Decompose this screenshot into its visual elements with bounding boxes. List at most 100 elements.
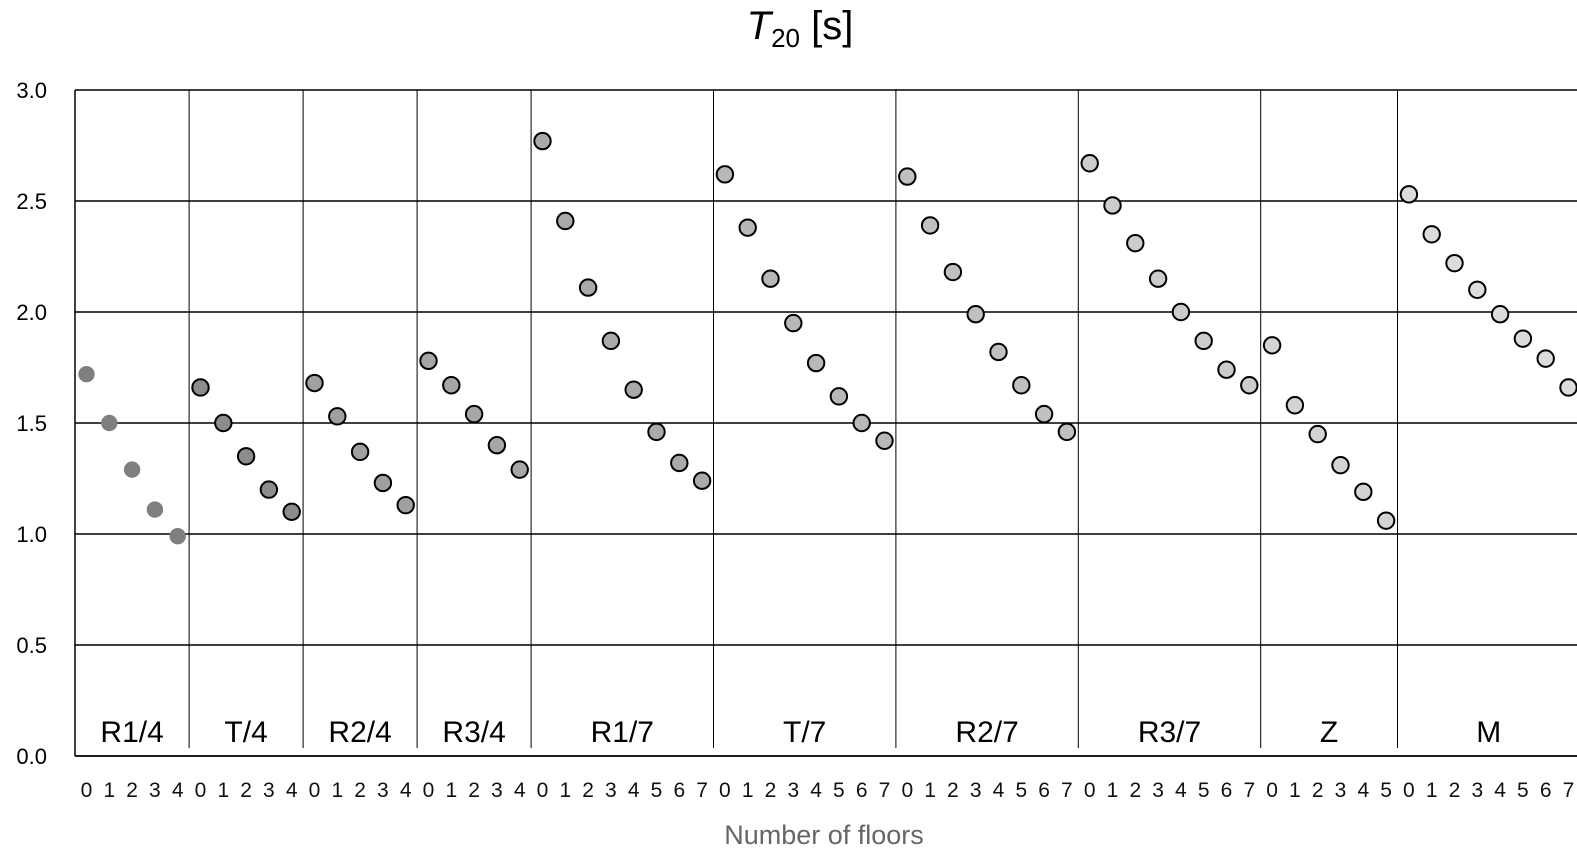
x-tick-label: 5 <box>1517 779 1529 802</box>
data-point <box>123 461 141 478</box>
x-tick-label: 4 <box>993 779 1005 802</box>
group-label: R3/4 <box>442 716 505 749</box>
x-tick-label: 2 <box>1312 779 1324 802</box>
data-point <box>943 262 963 282</box>
data-point <box>1240 376 1259 395</box>
data-point <box>1103 196 1122 215</box>
x-tick-label: 2 <box>468 779 480 802</box>
x-tick-label: 2 <box>947 779 959 802</box>
data-point <box>647 422 666 442</box>
data-point <box>146 501 164 518</box>
data-point <box>442 376 461 395</box>
data-point <box>236 447 256 466</box>
data-point <box>1171 302 1191 322</box>
x-tick-label: 7 <box>1061 779 1073 802</box>
data-point <box>624 380 643 399</box>
data-point <box>1217 360 1236 379</box>
data-point <box>989 342 1008 362</box>
data-point <box>601 331 621 351</box>
data-point <box>259 480 279 499</box>
x-tick-label: 3 <box>787 779 799 802</box>
x-tick-label: 6 <box>1038 779 1050 802</box>
x-tick-label: 7 <box>879 779 891 802</box>
data-point <box>510 460 529 479</box>
data-point <box>761 269 780 288</box>
x-tick-label: 4 <box>286 779 298 802</box>
x-tick-label: 1 <box>924 779 936 802</box>
x-tick-label: 3 <box>491 779 503 802</box>
y-axis-ticks: 0.0 0.5 1.0 1.5 2.0 2.5 3.0 <box>16 78 47 769</box>
x-tick-label: 0 <box>1266 779 1278 802</box>
x-tick-label: 0 <box>81 779 93 802</box>
x-tick-label: 2 <box>240 779 252 802</box>
x-axis-title: Number of floors <box>724 820 924 850</box>
x-tick-label: 0 <box>309 779 321 802</box>
data-point <box>78 365 95 383</box>
data-point <box>966 305 985 324</box>
group-label: M <box>1476 716 1501 749</box>
data-point <box>419 351 438 371</box>
x-tick-label: 5 <box>1198 779 1210 802</box>
x-tick-label: 0 <box>1403 779 1415 802</box>
x-tick-label: 7 <box>696 779 708 802</box>
data-point <box>1080 154 1099 173</box>
data-point <box>875 431 894 450</box>
x-tick-label: 1 <box>331 779 343 802</box>
data-point <box>898 167 917 186</box>
data-point <box>852 413 871 433</box>
x-tick-label: 1 <box>1107 779 1119 802</box>
x-tick-label: 6 <box>673 779 685 802</box>
x-tick-label: 2 <box>765 779 777 802</box>
y-tick-label: 3.0 <box>16 78 47 103</box>
x-tick-label: 5 <box>1380 779 1392 802</box>
data-point <box>169 528 186 545</box>
x-tick-label: 5 <box>651 779 663 802</box>
x-tick-label: 0 <box>537 779 549 802</box>
y-tick-label: 1.0 <box>16 522 47 547</box>
x-tick-label: 3 <box>149 779 161 802</box>
data-point <box>715 165 735 184</box>
y-tick-label: 0.5 <box>16 633 47 658</box>
data-point <box>1513 329 1533 348</box>
data-point <box>1148 269 1168 288</box>
group-label: R3/7 <box>1138 716 1201 749</box>
data-point <box>282 502 301 521</box>
data-point <box>1559 378 1577 397</box>
y-tick-label: 2.5 <box>16 189 47 214</box>
x-tick-label: 4 <box>1357 779 1369 802</box>
data-point <box>533 131 552 151</box>
data-point <box>214 413 233 433</box>
data-point <box>1376 511 1396 530</box>
data-point <box>305 373 324 393</box>
data-point <box>1012 376 1031 395</box>
data-point <box>1057 422 1077 442</box>
data-point <box>1490 305 1510 324</box>
title-subscript: 20 <box>771 23 800 53</box>
x-tick-label: 3 <box>1152 779 1164 802</box>
x-tick-label: 4 <box>1175 779 1187 802</box>
data-point <box>556 211 575 231</box>
x-tick-label: 1 <box>445 779 457 802</box>
data-point <box>1468 280 1487 299</box>
data-point <box>328 407 347 426</box>
x-tick-label: 0 <box>901 779 913 802</box>
x-tick-label: 4 <box>1494 779 1506 802</box>
x-tick-label: 1 <box>742 779 754 802</box>
group-label: T/7 <box>783 716 826 749</box>
data-point <box>464 404 484 424</box>
x-tick-label: 3 <box>605 779 617 802</box>
data-point <box>191 378 210 397</box>
group-dividers-and-labels: R1/4 T/4 R2/4 R3/4 R1/7 T/7 R2/7 R3/7 Z M <box>100 90 1501 749</box>
data-point <box>350 442 370 462</box>
x-tick-label: 3 <box>1471 779 1483 802</box>
data-point <box>578 278 598 297</box>
x-tick-label: 4 <box>172 779 184 802</box>
x-tick-label: 2 <box>126 779 138 802</box>
data-point <box>1285 396 1305 415</box>
x-tick-label: 3 <box>263 779 275 802</box>
data-point <box>1399 185 1419 204</box>
data-point <box>784 313 803 333</box>
title-unit: [s] <box>811 4 854 48</box>
